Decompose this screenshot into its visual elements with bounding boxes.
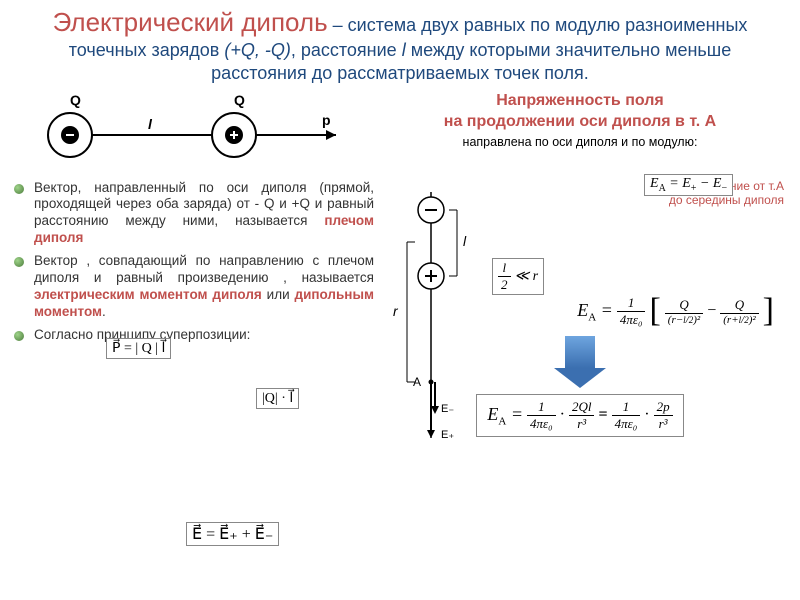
- axis-l: l: [463, 233, 467, 249]
- title-charges: (+Q, -Q): [224, 40, 291, 60]
- formula-superposition: E⃗ = E⃗₊ + E⃗₋: [186, 522, 279, 546]
- label-l: l: [148, 116, 153, 132]
- slide-header: Электрический диполь – система двух равн…: [0, 0, 800, 89]
- right-subheading: направлена по оси диполя и по модулю:: [376, 135, 784, 149]
- bullet-2-mid: или: [267, 287, 295, 302]
- dipole-axis-diagram: l r A E₊ E₋: [385, 186, 481, 446]
- formula-EA-top: EA = E+ − E−: [644, 174, 733, 196]
- formula-ql: |Q| · l⃗: [256, 388, 299, 409]
- formula-final: EA = 14πε₀ · 2Qlr³ = 14πε₀ · 2pr³: [476, 394, 683, 437]
- axis-Eplus: E₊: [441, 429, 454, 441]
- bullet-2-term1: электрическим моментом диполя: [34, 287, 262, 302]
- bullet-1-text: Вектор, направленный по оси диполя (прям…: [34, 180, 374, 229]
- bullet-list: Вектор, направленный по оси диполя (прям…: [14, 180, 374, 344]
- axis-Eminus: E₋: [441, 403, 454, 415]
- bullet-3: Согласно принципу суперпозиции:: [14, 327, 374, 344]
- dipole-diagram: Q Q l p: [22, 93, 352, 165]
- title-main: Электрический диполь: [53, 7, 328, 37]
- right-heading-1: Напряженность поля: [376, 91, 784, 110]
- label-Qm: Q: [70, 93, 81, 108]
- formula-condition: l2 ≪ r: [492, 258, 544, 295]
- bullet-1: Вектор, направленный по оси диполя (прям…: [14, 180, 374, 248]
- bullet-2: Вектор , совпадающий по направлению с пл…: [14, 253, 374, 321]
- label-Qp: Q: [234, 93, 245, 108]
- bullet-2-text: Вектор , совпадающий по направлению с пл…: [34, 253, 374, 285]
- formula-p-vec: P⃗ = | Q | l⃗: [106, 338, 171, 359]
- label-p: p: [322, 112, 331, 128]
- left-column: Q Q l p Вектор, направленный по оси дипо…: [14, 89, 374, 437]
- axis-r: r: [393, 303, 399, 319]
- title-cont2: , расстояние: [291, 40, 402, 60]
- right-heading-2: на продолжении оси диполя в т. А: [376, 112, 784, 131]
- axis-A: A: [413, 375, 421, 389]
